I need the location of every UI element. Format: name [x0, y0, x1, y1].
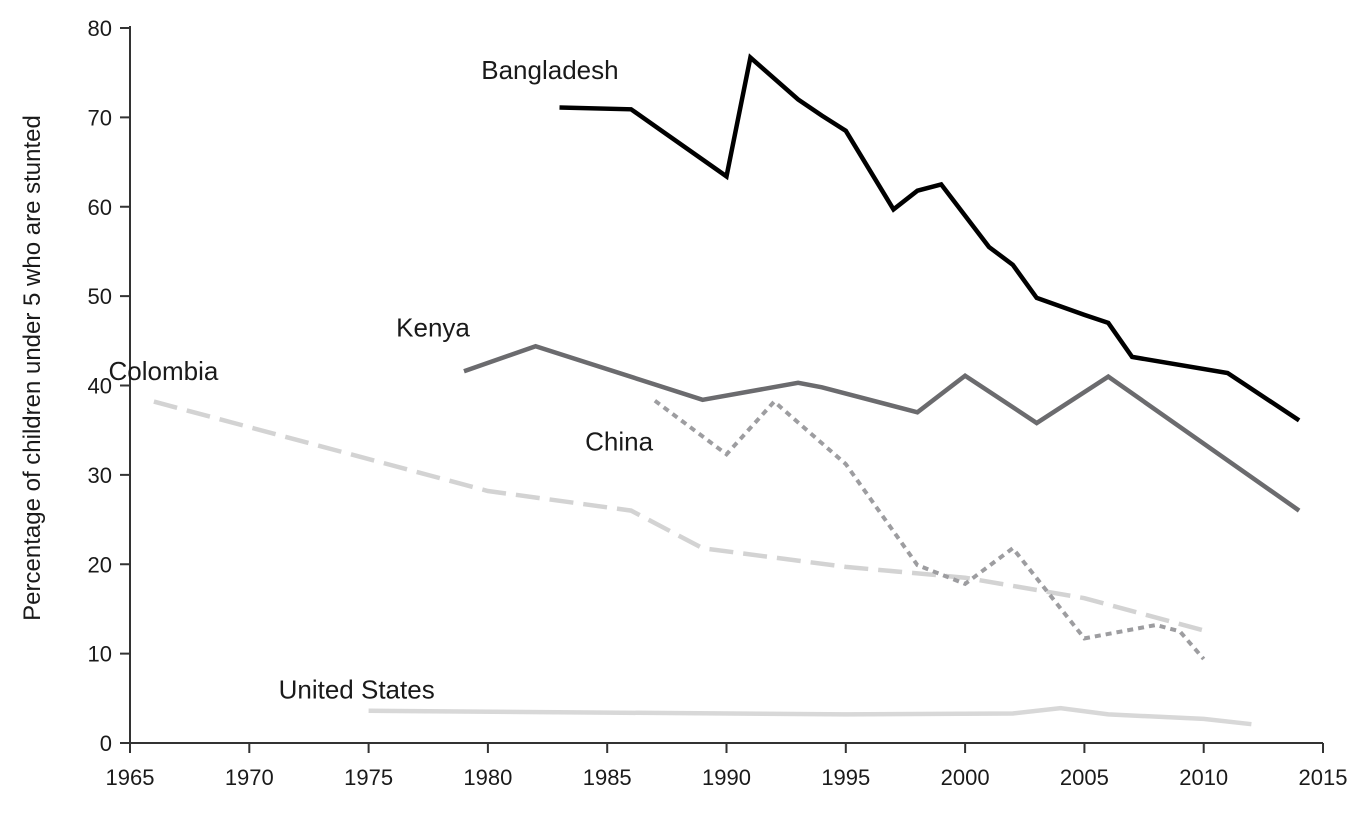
- x-tick-label: 1995: [821, 765, 870, 790]
- y-tick-label: 60: [88, 195, 112, 220]
- series-label-kenya: Kenya: [396, 312, 470, 342]
- x-axis-ticks: 1965 1970 1975 1980 1985 1990 1995 2000 2005 2010…: [106, 743, 1348, 790]
- series-label-bangladesh: Bangladesh: [481, 55, 618, 85]
- series-label-china: China: [585, 427, 653, 457]
- x-tick-label: 1990: [702, 765, 751, 790]
- y-tick-label: 50: [88, 284, 112, 309]
- y-tick-label: 70: [88, 105, 112, 130]
- x-tick-label: 2010: [1179, 765, 1228, 790]
- y-tick-label: 30: [88, 463, 112, 488]
- series-label-united-states: United States: [279, 674, 435, 704]
- y-axis-ticks: 0 10 20 30 40 50 60 70 80: [88, 16, 130, 756]
- y-tick-label: 0: [100, 731, 112, 756]
- x-tick-label: 1965: [106, 765, 155, 790]
- y-tick-label: 80: [88, 16, 112, 41]
- x-tick-label: 1980: [463, 765, 512, 790]
- x-tick-label: 1985: [583, 765, 632, 790]
- series-label-colombia: Colombia: [108, 356, 218, 386]
- series-line-kenya: [463, 343, 1301, 513]
- y-tick-label: 20: [88, 552, 112, 577]
- y-tick-label: 40: [88, 374, 112, 399]
- x-tick-label: 2015: [1299, 765, 1348, 790]
- series-line-united-states: [368, 705, 1252, 727]
- series-group: [153, 53, 1301, 727]
- axes: [129, 26, 1323, 744]
- x-tick-label: 1975: [344, 765, 393, 790]
- y-tick-label: 10: [88, 642, 112, 667]
- x-tick-label: 1970: [225, 765, 274, 790]
- x-tick-label: 2000: [941, 765, 990, 790]
- series-line-bangladesh: [559, 53, 1301, 423]
- series-line-colombia: [153, 399, 1205, 633]
- y-axis-title: Percentage of children under 5 who are s…: [19, 115, 46, 621]
- series-line-china: [653, 398, 1206, 661]
- x-tick-label: 2005: [1060, 765, 1109, 790]
- series-labels: Bangladesh Kenya China Colombia United State…: [108, 55, 653, 704]
